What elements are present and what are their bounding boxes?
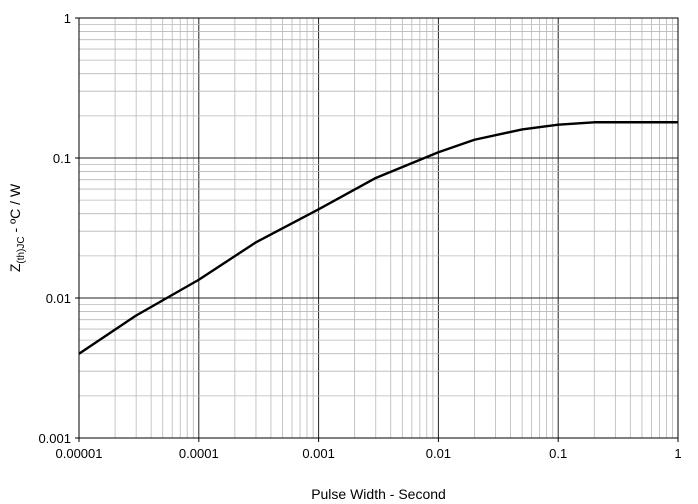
y-tick-label: 0.001 [38, 431, 71, 446]
plot-area [78, 17, 679, 439]
y-axis: 0.001 0.01 0.1 1 [38, 11, 79, 446]
thermal-impedance-curve [78, 121, 678, 355]
y-tick-label: 0.01 [46, 291, 71, 306]
x-tick-label: 0.001 [302, 446, 335, 461]
x-tick-label: 0.01 [426, 446, 451, 461]
x-axis: 0.00001 0.0001 0.001 0.01 0.1 1 [56, 438, 682, 461]
grid [79, 18, 678, 438]
x-axis-label: Pulse Width - Second [311, 486, 446, 502]
x-tick-label: 0.1 [549, 446, 567, 461]
x-tick-label: 1 [674, 446, 681, 461]
y-axis-label: Z(th)JC - ºC / W [7, 183, 27, 272]
x-tick-label: 0.00001 [56, 446, 103, 461]
series-layer [78, 121, 678, 355]
y-tick-label: 0.1 [53, 151, 71, 166]
y-axis-label-subscript: (th)JC [16, 236, 27, 263]
y-axis-label-main: Z [7, 263, 23, 272]
y-tick-label: 1 [64, 11, 71, 26]
y-axis-label-rest: - ºC / W [7, 183, 23, 236]
x-tick-label: 0.0001 [179, 446, 219, 461]
